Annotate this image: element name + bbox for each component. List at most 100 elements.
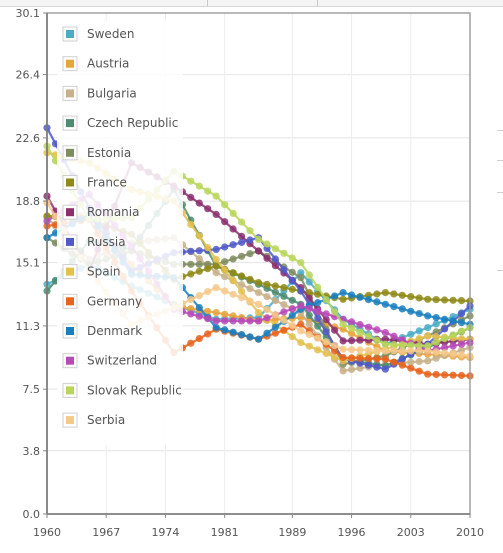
data-point[interactable] [331,326,339,334]
data-point[interactable] [348,354,356,362]
legend-item[interactable]: Switzerland [62,353,157,369]
data-point[interactable] [398,355,406,363]
data-point[interactable] [297,320,305,328]
data-point[interactable] [381,300,389,308]
data-point[interactable] [398,305,406,313]
data-point[interactable] [322,316,330,324]
data-point[interactable] [449,296,457,304]
data-point[interactable] [288,285,296,293]
data-point[interactable] [288,333,296,341]
data-point[interactable] [424,332,432,340]
data-point[interactable] [415,357,423,366]
data-point[interactable] [305,311,313,319]
data-point[interactable] [254,335,263,343]
data-point[interactable] [432,314,440,322]
data-point[interactable] [229,269,237,277]
data-point[interactable] [449,371,457,379]
data-point[interactable] [254,247,263,255]
data-point[interactable] [407,293,415,301]
data-point[interactable] [356,321,364,329]
data-point[interactable] [221,243,229,251]
data-point[interactable] [221,326,229,334]
data-point[interactable] [356,359,364,367]
data-point[interactable] [238,331,246,339]
data-point[interactable] [297,327,305,335]
data-point[interactable] [187,220,195,228]
data-point[interactable] [280,266,288,274]
legend-item[interactable]: Serbia [62,412,125,428]
data-point[interactable] [280,301,288,309]
data-point[interactable] [263,254,271,262]
data-point[interactable] [212,245,220,253]
data-point[interactable] [187,260,195,268]
data-point[interactable] [339,337,347,345]
data-point[interactable] [271,255,279,263]
data-point[interactable] [398,361,406,369]
data-point[interactable] [254,289,263,297]
data-point[interactable] [187,296,195,304]
data-point[interactable] [271,297,279,305]
data-point[interactable] [212,210,220,218]
data-point[interactable] [187,177,195,185]
legend-item[interactable]: Sweden [62,26,134,42]
data-point[interactable] [331,347,339,355]
data-point[interactable] [407,358,415,366]
data-point[interactable] [449,317,457,325]
data-point[interactable] [407,330,415,338]
data-point[interactable] [305,305,313,313]
data-point[interactable] [271,288,279,296]
data-point[interactable] [441,315,449,323]
legend-item[interactable]: Germany [62,293,142,309]
data-point[interactable] [238,317,246,325]
data-point[interactable] [441,349,449,357]
data-point[interactable] [305,271,313,279]
data-point[interactable] [398,336,406,344]
legend-item[interactable]: Denmark [62,323,142,339]
data-point[interactable] [339,289,347,297]
data-point[interactable] [229,290,237,298]
data-point[interactable] [348,365,356,374]
data-point[interactable] [305,342,313,350]
data-point[interactable] [322,349,330,358]
data-point[interactable] [322,296,330,304]
data-point[interactable] [348,318,356,326]
data-point[interactable] [331,353,339,361]
data-point[interactable] [381,365,389,373]
data-point[interactable] [229,312,237,320]
data-point[interactable] [212,284,220,292]
data-point[interactable] [297,287,305,295]
data-point[interactable] [263,314,271,322]
data-point[interactable] [432,348,440,356]
data-point[interactable] [415,327,423,335]
data-point[interactable] [390,332,398,340]
legend-item[interactable]: Austria [62,56,129,72]
legend-item[interactable]: Romania [62,204,139,220]
data-point[interactable] [195,267,203,275]
data-point[interactable] [212,269,220,277]
data-point[interactable] [229,225,237,233]
data-point[interactable] [195,232,203,240]
data-point[interactable] [212,309,220,317]
data-point[interactable] [373,298,381,306]
data-point[interactable] [204,307,212,315]
data-point[interactable] [348,330,356,338]
legend-item[interactable]: Spain [62,264,121,280]
data-point[interactable] [221,273,229,281]
data-point[interactable] [212,317,220,325]
data-point[interactable] [246,317,254,325]
data-point[interactable] [356,336,364,344]
data-point[interactable] [288,311,296,319]
data-point[interactable] [381,289,389,297]
data-point[interactable] [373,336,381,344]
data-point[interactable] [407,364,415,372]
data-point[interactable] [441,344,449,352]
data-point[interactable] [381,329,389,337]
data-point[interactable] [263,280,271,288]
data-point[interactable] [356,293,364,301]
data-point[interactable] [204,330,212,338]
legend-item[interactable]: Estonia [62,145,131,161]
data-point[interactable] [212,262,220,270]
legend-item[interactable]: Czech Republic [62,115,178,131]
data-point[interactable] [229,328,237,336]
data-point[interactable] [195,182,203,190]
